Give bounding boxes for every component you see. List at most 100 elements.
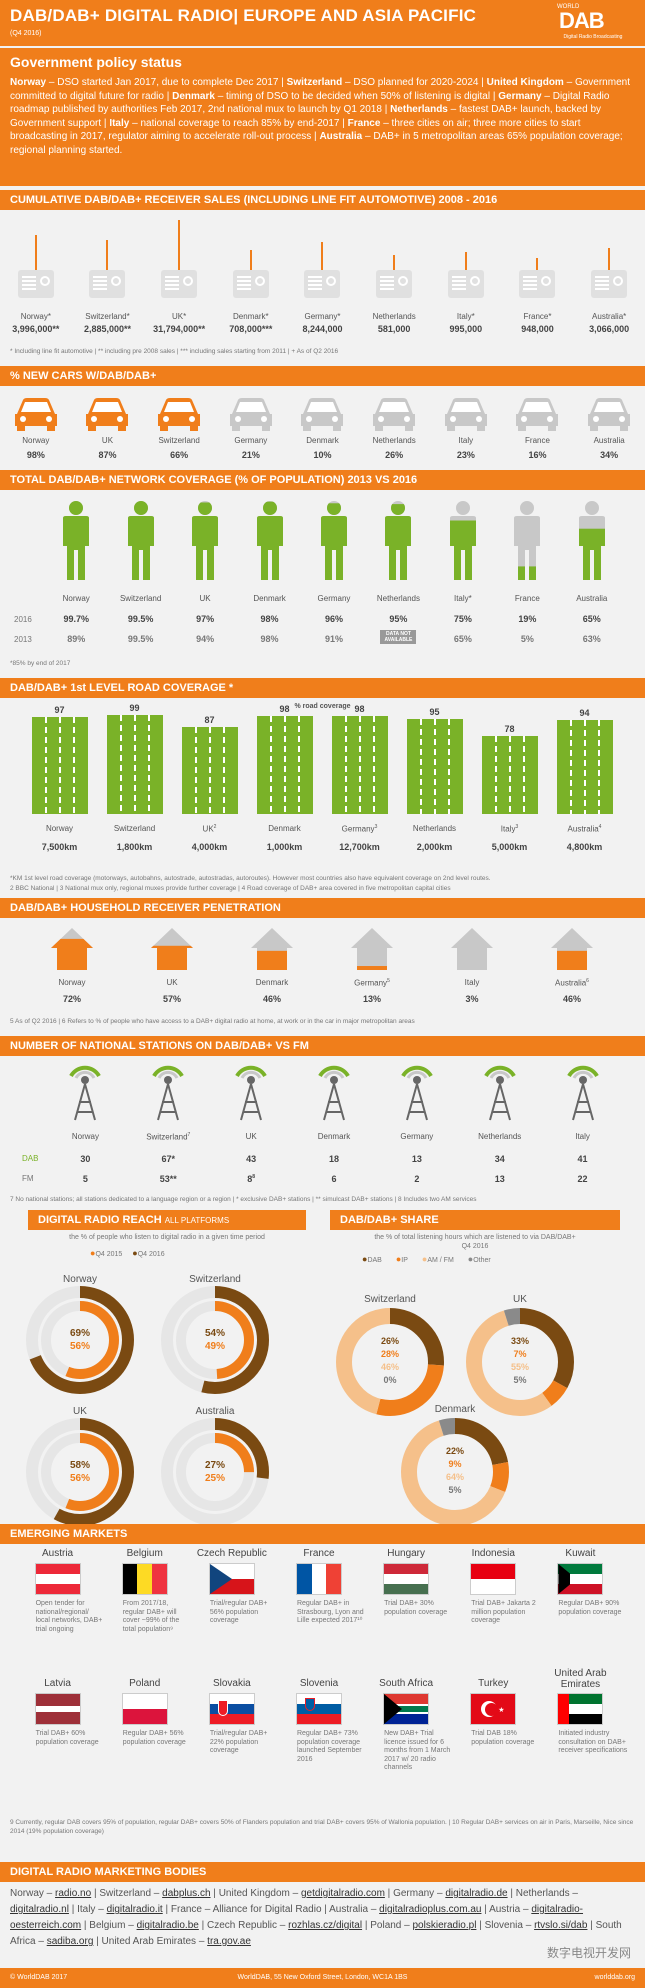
lane-marking — [194, 727, 197, 814]
antenna-icon — [393, 255, 396, 270]
station-country-name: Germany — [400, 1132, 434, 1141]
body-country: Netherlands — [515, 1888, 570, 1899]
radio-icon — [232, 270, 269, 298]
flag-band — [35, 1564, 80, 1574]
reach-2016-value: 54% — [204, 1328, 225, 1339]
gov-text: Norway – DSO started Jan 2017, due to co… — [10, 76, 635, 157]
legend-dot: ● — [362, 1254, 368, 1264]
sales-title: CUMULATIVE DAB/DAB+ RECEIVER SALES (INCL… — [0, 190, 645, 210]
flag-ae — [558, 1694, 603, 1724]
flag-band — [152, 1564, 167, 1594]
lane-marking — [58, 717, 61, 814]
fm-count-value: 5 — [82, 1174, 88, 1184]
link-dash: – — [569, 1888, 578, 1899]
body-link[interactable]: rozhlas.cz/digital — [288, 1920, 363, 1931]
body-link[interactable]: digitalradio.be — [136, 1920, 199, 1931]
body-link[interactable]: digitalradio.de — [445, 1888, 508, 1899]
antenna-icon — [106, 240, 109, 270]
person-icon — [192, 501, 219, 580]
market-item: South Africa New DAB+ Trial licence issue… — [363, 1676, 450, 1801]
lane-marking — [508, 736, 511, 814]
dial-icon — [111, 276, 122, 286]
body-link[interactable]: sadiba.org — [46, 1936, 94, 1947]
household-percent: 46% — [562, 994, 581, 1004]
footer-link[interactable]: worlddab.org — [594, 1974, 635, 1981]
body-link[interactable]: digitalradio.it — [106, 1904, 163, 1915]
car-item: Germany 21% — [215, 388, 287, 468]
emerging-title: EMERGING MARKETS — [0, 1524, 645, 1544]
flag-band — [304, 1698, 315, 1711]
flag-band — [384, 1694, 403, 1724]
cars-title: % NEW CARS W/DAB/DAB+ — [0, 366, 645, 386]
coverage-item: UK 97% 94% — [173, 492, 237, 662]
market-item: France Regular DAB+ in Strasbourg, Lyon a… — [275, 1546, 364, 1671]
car-icon — [86, 398, 129, 431]
body-link[interactable]: polskieradio.pl — [412, 1920, 477, 1931]
flag-si — [296, 1694, 341, 1724]
body-link[interactable]: getdigitalradio.com — [300, 1888, 385, 1899]
sales-value: 31,794,000** — [153, 324, 206, 334]
reach-section: the % of people who listen to digital ra… — [0, 1232, 645, 1526]
flag-fr — [296, 1564, 341, 1594]
body-link[interactable]: dabplus.ch — [162, 1888, 211, 1899]
gov-country: France — [347, 117, 381, 129]
body-link[interactable]: radio.no — [55, 1888, 92, 1899]
road-country-name: Switzerland — [113, 824, 156, 833]
coverage-2016: 97% — [196, 614, 215, 624]
body-link[interactable]: digitalradioplus.com.au — [379, 1904, 482, 1915]
flag-at — [35, 1564, 80, 1594]
sales-value: 948,000 — [521, 324, 554, 334]
share-value: 0% — [383, 1375, 397, 1385]
sales-value: 3,066,000 — [589, 324, 630, 334]
fm-count: 22 — [541, 1174, 624, 1184]
road-country-name: Norway — [45, 824, 74, 833]
link-separator: | — [587, 1920, 596, 1931]
road-bar — [31, 717, 88, 814]
road-bar — [556, 720, 613, 814]
link-separator: | — [507, 1888, 516, 1899]
fm-count-value: 2 — [414, 1174, 420, 1184]
speaker-grille — [165, 276, 180, 292]
market-item: Hungary Trial DAB+ 30% population coverag… — [363, 1546, 450, 1671]
body-country: Belgium — [89, 1920, 126, 1931]
household-footnote: 5 — [387, 978, 390, 984]
share-value: 5% — [448, 1485, 462, 1495]
share-country: UK — [513, 1294, 527, 1305]
share-legend-l4: Other — [473, 1257, 491, 1264]
station-item: Switzerland7 67* 53** — [127, 1058, 210, 1188]
page-title: DAB/DAB+ DIGITAL RADIO| EUROPE AND ASIA … — [10, 6, 477, 25]
market-item: Poland Regular DAB+ 56% population covera… — [101, 1676, 188, 1801]
gov-country: Australia — [319, 131, 363, 142]
body-link[interactable]: digitalradio.nl — [10, 1904, 69, 1915]
coverage-country: France — [514, 594, 540, 603]
sales-country: Australia* — [592, 312, 627, 321]
radio-icon — [591, 270, 628, 298]
body-link[interactable]: rtvslo.si/dab — [534, 1920, 588, 1931]
flag-pl — [122, 1694, 167, 1724]
station-country: Denmark — [293, 1132, 376, 1141]
legend-dot: ● — [467, 1254, 474, 1264]
sales-note: * Including line fit automotive | ** inc… — [10, 348, 339, 355]
car-item: UK 87% — [72, 388, 144, 468]
lane-marking — [147, 715, 150, 814]
road-km: 4,000km — [191, 842, 228, 852]
header: DAB/DAB+ DIGITAL RADIO| EUROPE AND ASIA … — [0, 0, 645, 46]
road-country: Australia4 — [547, 824, 622, 834]
lane-marking — [344, 716, 347, 814]
coverage-2016: 95% — [389, 614, 408, 624]
body-link[interactable]: tra.gov.ae — [207, 1936, 251, 1947]
body-country: Germany — [393, 1888, 435, 1899]
station-item: Germany 13 2 — [375, 1058, 458, 1188]
person-icon — [385, 501, 412, 580]
household-country-name: Denmark — [255, 978, 289, 987]
gov-status: – timing of DSO to be decided when 50% o… — [214, 90, 499, 102]
share-value: 5% — [513, 1375, 527, 1385]
gov-country: Germany — [498, 90, 542, 102]
household-item: Italy 3% — [422, 920, 522, 1020]
lane-marking — [133, 715, 136, 814]
body-link[interactable]: digitalradio-oesterreich.com — [10, 1904, 584, 1931]
gov-country: Netherlands — [390, 104, 448, 115]
bodies-title: DIGITAL RADIO MARKETING BODIES — [0, 1862, 645, 1882]
road-country-name: Denmark — [268, 824, 301, 833]
car-icon — [373, 398, 416, 431]
